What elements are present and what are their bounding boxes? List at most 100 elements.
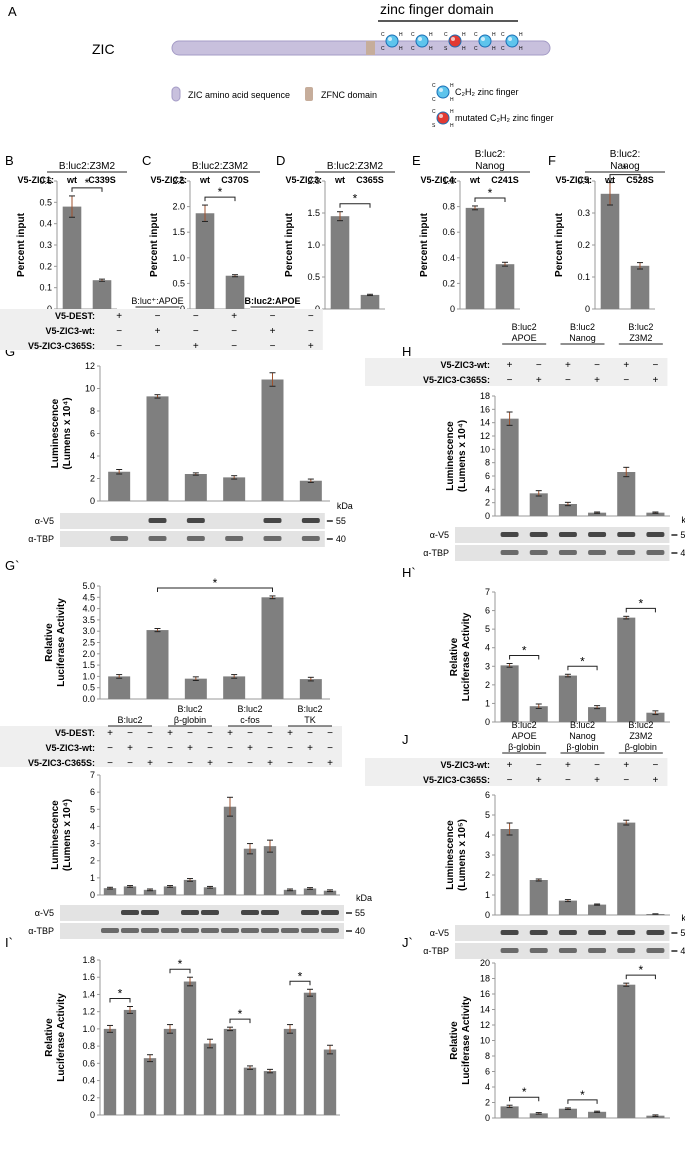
y-tick-label: 7	[485, 587, 490, 597]
significance-star: *	[580, 1088, 585, 1102]
construct-sign: −	[116, 341, 122, 352]
sphere-highlight	[451, 37, 455, 41]
y-tick-label: 0.5	[39, 197, 52, 207]
y-tick-label: 5.0	[82, 581, 95, 591]
panel-letter: F	[548, 153, 556, 168]
construct-row-label: V5-ZIC1:	[17, 175, 54, 185]
bar	[123, 1009, 137, 1115]
blot-band	[148, 518, 167, 523]
construct-sign: −	[187, 728, 193, 739]
residue-h-label: H	[429, 32, 433, 38]
chart-G: G 0 2 4 6 8 10 12 Luminescence(Lumens x 10⁴) V5-D…	[0, 296, 353, 547]
y-tick-label: 0	[90, 890, 95, 900]
blot-band	[181, 928, 199, 933]
construct-row-label: V5-DEST:	[55, 311, 95, 321]
bar	[495, 264, 515, 309]
y-tick-label: 4.5	[82, 592, 95, 602]
group-header: B:luc2	[628, 720, 653, 730]
construct-row-label: V5-ZIC3-C365S:	[28, 341, 95, 351]
blot-band	[186, 536, 205, 541]
y-tick-label: 0.2	[39, 261, 52, 271]
construct-row-label: V5-ZIC3-wt:	[441, 760, 491, 770]
y-tick-label: 5	[485, 624, 490, 634]
group-header: Z3M2	[629, 731, 652, 741]
y-tick-label: 0.3	[577, 208, 590, 218]
significance-star: *	[638, 596, 643, 610]
y-tick-label: 1	[485, 698, 490, 708]
panel-letter: D	[276, 153, 285, 168]
y-tick-label: 0.3	[39, 240, 52, 250]
y-axis-label: Percent input	[554, 212, 565, 277]
bar	[558, 504, 577, 516]
y-tick-label: 4.0	[82, 604, 95, 614]
construct-sign: −	[267, 728, 273, 739]
y-tick-label: 0.2	[82, 1093, 95, 1103]
bar	[184, 474, 207, 501]
bar	[263, 846, 277, 895]
residue-c-label: C	[432, 109, 436, 115]
y-tick-label: 0	[585, 304, 590, 314]
mutated-zinc-finger-icon: C S H H	[432, 109, 454, 129]
blot-band	[201, 910, 219, 915]
kda-label: kDa	[681, 515, 685, 525]
blot-band	[500, 948, 519, 953]
y-tick-label: 0	[90, 1110, 95, 1120]
legend-mut-icon: C S H H	[432, 109, 454, 129]
significance-bracket	[609, 174, 641, 179]
y-tick-label: 0.4	[82, 1076, 95, 1086]
construct-sign: −	[247, 758, 253, 769]
construct-sign: −	[652, 360, 658, 371]
bar	[203, 1043, 217, 1115]
category-label: wt	[66, 175, 77, 185]
zinc-finger-icon: C C H H	[381, 32, 403, 52]
kda-value: 40	[336, 534, 346, 544]
blot-antibody-label: α-TBP	[423, 946, 449, 956]
significance-star: *	[238, 1007, 243, 1021]
chart-H2: H` 0 1 2 3 4 5 6 7 RelativeLuciferase Activity * * *	[402, 565, 670, 727]
panel-letter: H`	[402, 565, 416, 580]
bar	[465, 207, 485, 309]
category-label: wt	[334, 175, 345, 185]
construct-sign: −	[307, 758, 313, 769]
y-tick-label: 10	[85, 384, 95, 394]
panel-letter: G	[5, 344, 15, 359]
bar	[646, 712, 665, 722]
residue-h-label: H	[492, 46, 496, 52]
y-tick-label: 12	[85, 361, 95, 371]
construct-sign: +	[231, 311, 237, 322]
construct-sign: −	[207, 743, 213, 754]
y-tick-label: 4	[485, 484, 490, 494]
significance-bracket	[474, 197, 506, 202]
y-tick-label: 4	[485, 643, 490, 653]
blot-band	[558, 948, 577, 953]
y-axis-label: RelativeLuciferase Activity	[44, 598, 67, 687]
significance-bracket	[567, 665, 598, 671]
promoter-label: B:luc2:Z3M2	[192, 161, 249, 172]
blot-band	[558, 532, 577, 537]
y-tick-label: 10	[480, 444, 490, 454]
bar	[588, 904, 607, 915]
construct-row-label: V5-ZIC3-wt:	[441, 360, 491, 370]
construct-sign: −	[594, 760, 600, 771]
bar	[588, 512, 607, 516]
group-header: APOE	[512, 731, 537, 741]
blot-band	[301, 910, 319, 915]
significance-bracket	[509, 655, 540, 660]
blot-band	[121, 928, 139, 933]
y-tick-label: 0.8	[82, 1041, 95, 1051]
y-tick-label: 6	[90, 429, 95, 439]
significance-bracket	[109, 998, 131, 1003]
sphere-highlight	[388, 37, 392, 41]
construct-table-bg	[365, 758, 668, 786]
significance-bracket	[625, 974, 656, 980]
y-tick-label: 8	[90, 406, 95, 416]
group-header: B:luc2	[570, 720, 595, 730]
y-tick-label: 0	[485, 717, 490, 727]
construct-sign: +	[327, 758, 333, 769]
construct-sign: −	[270, 311, 276, 322]
construct-sign: −	[565, 775, 571, 786]
construct-sign: +	[594, 375, 600, 386]
construct-row-label: V5-ZIC3-C365S:	[423, 375, 490, 385]
category-label: C241S	[491, 175, 519, 185]
y-tick-label: 12	[480, 1020, 490, 1030]
